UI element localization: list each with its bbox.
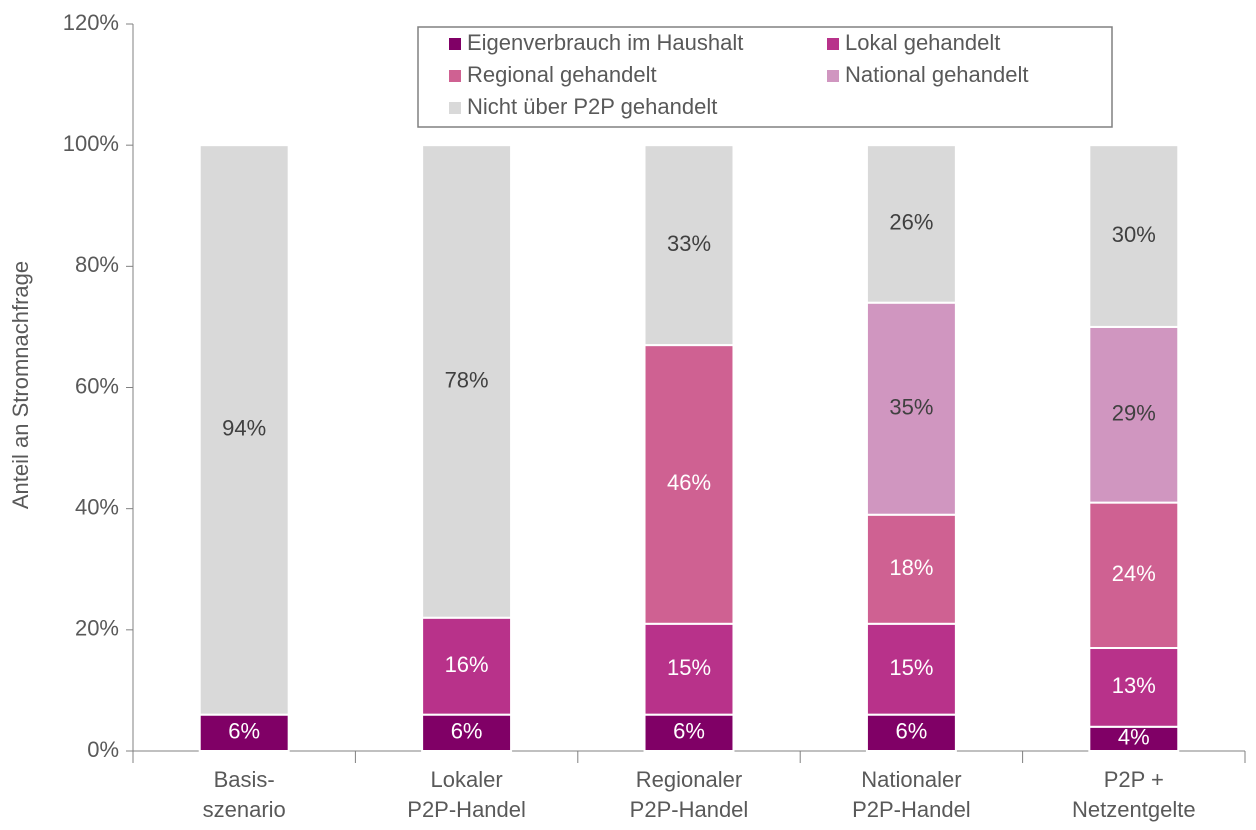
y-axis-label: Anteil an Stromnachfrage — [8, 261, 33, 509]
bar-segment — [198, 144, 290, 716]
y-tick-label: 20% — [75, 616, 119, 641]
bar-segment — [865, 513, 957, 625]
value-label: 24% — [1112, 561, 1156, 586]
legend-swatch — [827, 70, 839, 82]
value-label: 6% — [451, 719, 483, 744]
y-tick-label: 100% — [63, 131, 119, 156]
value-label: 6% — [673, 719, 705, 744]
x-tick-label: P2P + Netzentgelte — [1072, 767, 1196, 822]
value-label: 15% — [889, 655, 933, 680]
legend-label: Nicht über P2P gehandelt — [467, 94, 717, 119]
bar-segment — [1088, 325, 1180, 504]
legend-label: Lokal gehandelt — [845, 30, 1000, 55]
bar-segment — [643, 713, 735, 753]
y-tick-label: 60% — [75, 373, 119, 398]
bar-segment — [865, 622, 957, 716]
y-tick-label: 120% — [63, 10, 119, 35]
bar-segment — [1088, 144, 1180, 328]
legend-label: Regional gehandelt — [467, 62, 657, 87]
legend-swatch — [827, 38, 839, 50]
bar-segment — [421, 144, 513, 619]
bar-segment — [865, 301, 957, 516]
value-label: 26% — [889, 210, 933, 235]
value-label: 30% — [1112, 222, 1156, 247]
legend-label: National gehandelt — [845, 62, 1028, 87]
y-tick-label: 80% — [75, 252, 119, 277]
value-label: 29% — [1112, 401, 1156, 426]
y-tick-label: 0% — [87, 737, 119, 762]
y-tick-label: 40% — [75, 494, 119, 519]
value-label: 15% — [667, 655, 711, 680]
x-tick-label: Regionaler P2P-Handel — [629, 767, 749, 822]
bar-segment — [1088, 501, 1180, 650]
legend-label: Eigenverbrauch im Haushalt — [467, 30, 743, 55]
legend-box — [417, 26, 1113, 128]
bar-segment — [1088, 647, 1180, 728]
value-label: 94% — [222, 416, 266, 441]
bar-segment — [865, 144, 957, 304]
value-label: 46% — [667, 470, 711, 495]
legend-swatch — [449, 70, 461, 82]
x-tick-label: Basis- szenario — [202, 767, 286, 822]
legend-swatch — [449, 38, 461, 50]
value-label: 18% — [889, 555, 933, 580]
x-tick-label: Nationaler P2P-Handel — [852, 767, 971, 822]
bar-segment — [1088, 725, 1180, 752]
value-label: 6% — [896, 719, 928, 744]
bar-segment — [865, 713, 957, 753]
bar-segment — [421, 616, 513, 716]
bar-segment — [421, 713, 513, 753]
bar-segment — [198, 713, 290, 753]
value-label: 4% — [1118, 725, 1150, 750]
bar-segment — [643, 144, 735, 347]
bar-segment — [643, 344, 735, 625]
legend-swatch — [449, 102, 461, 114]
x-tick-label: Lokaler P2P-Handel — [407, 767, 526, 822]
value-label: 35% — [889, 395, 933, 420]
value-label: 13% — [1112, 673, 1156, 698]
value-label: 33% — [667, 231, 711, 256]
value-label: 78% — [445, 367, 489, 392]
value-label: 16% — [445, 652, 489, 677]
value-label: 6% — [228, 719, 260, 744]
